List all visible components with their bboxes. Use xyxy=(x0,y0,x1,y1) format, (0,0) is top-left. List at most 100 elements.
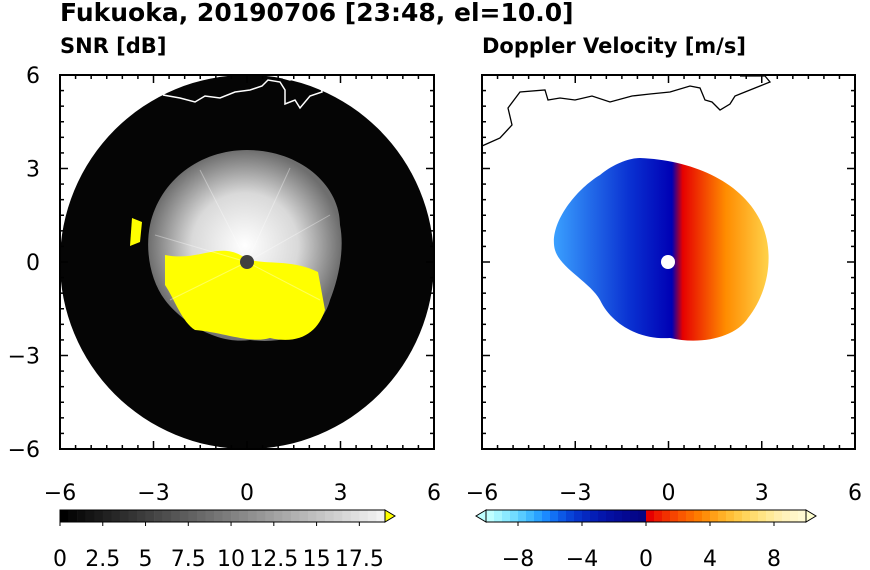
velocity-colorbar-cell xyxy=(502,510,511,522)
snr-radar-site xyxy=(240,255,254,269)
snr-colorbar-cell xyxy=(128,510,138,522)
snr-colorbar-cell xyxy=(213,510,223,522)
snr-colorbar-tick-label: 2.5 xyxy=(85,547,120,570)
snr-colorbar-cell xyxy=(111,510,121,522)
velocity-colorbar-cell xyxy=(726,510,735,522)
snr-x-tick-label: 6 xyxy=(427,481,441,506)
snr-colorbar-tick-label: 12.5 xyxy=(249,547,298,570)
velocity-colorbar-tick-label: −8 xyxy=(502,547,534,570)
snr-colorbar-cell xyxy=(367,510,377,522)
snr-colorbar-cell xyxy=(333,510,343,522)
velocity-colorbar-cell xyxy=(622,510,631,522)
velocity-colorbar-cell xyxy=(526,510,535,522)
snr-y-tick-label: −6 xyxy=(8,438,40,463)
velocity-colorbar-tick-label: −4 xyxy=(566,547,598,570)
velocity-colorbar-labels: −8 −4 0 4 8 xyxy=(502,547,781,570)
velocity-colorbar-cell xyxy=(550,510,559,522)
snr-colorbar-cell xyxy=(299,510,309,522)
velocity-colorbar-cell xyxy=(750,510,759,522)
snr-colorbar-cell xyxy=(350,510,360,522)
snr-colorbar-tick-label: 10 xyxy=(217,547,245,570)
velocity-colorbar-cell xyxy=(558,510,567,522)
snr-axis-ticks xyxy=(59,74,435,450)
snr-colorbar-cell xyxy=(77,510,86,522)
velocity-colorbar-extend-min xyxy=(475,509,487,523)
velocity-colorbar-cell xyxy=(494,510,503,522)
snr-colorbar-cell xyxy=(94,510,104,522)
doppler-panel: −6 −3 0 3 6 xyxy=(466,74,862,506)
doppler-x-tick-label: 6 xyxy=(848,481,862,506)
snr-colorbar-cell xyxy=(102,510,112,522)
velocity-colorbar-cell xyxy=(646,510,655,522)
velocity-colorbar xyxy=(475,509,817,526)
snr-colorbar-cell xyxy=(136,510,146,522)
snr-colorbar-cell xyxy=(282,510,292,522)
velocity-colorbar-cell xyxy=(662,510,671,522)
snr-y-tick-label: 6 xyxy=(26,64,40,89)
snr-colorbar-cell xyxy=(196,510,206,522)
velocity-colorbar-cell xyxy=(566,510,575,522)
snr-radial-streaks xyxy=(154,167,331,301)
snr-axis-labels: −6 −3 0 3 6 −6 −3 0 3 6 xyxy=(8,64,441,506)
velocity-colorbar-cell xyxy=(742,510,751,522)
snr-colorbar-cell xyxy=(145,510,155,522)
velocity-colorbar-cell xyxy=(654,510,663,522)
snr-x-tick-label: −6 xyxy=(44,481,76,506)
velocity-colorbar-cell xyxy=(798,510,807,522)
snr-y-tick-label: −3 xyxy=(8,345,40,370)
snr-colorbar-tick-label: 17.5 xyxy=(335,547,384,570)
snr-colorbar-cell xyxy=(316,510,326,522)
velocity-colorbar-cell xyxy=(598,510,607,522)
snr-colorbar-cell xyxy=(342,510,352,522)
snr-coastline xyxy=(162,75,323,110)
snr-panel-title: SNR [dB] xyxy=(60,34,167,58)
snr-colorbar-extend-max xyxy=(384,509,396,523)
snr-colorbar-cell xyxy=(325,510,334,522)
snr-colorbar-cell xyxy=(290,510,300,522)
velocity-colorbar-tick-label: 8 xyxy=(767,547,781,570)
snr-colorbar-cell xyxy=(119,510,129,522)
doppler-panel-title: Doppler Velocity [m/s] xyxy=(482,34,746,58)
doppler-axis-ticks xyxy=(481,74,856,450)
velocity-colorbar-cell xyxy=(694,510,703,522)
snr-colorbar xyxy=(59,509,396,526)
doppler-x-tick-label: −6 xyxy=(466,481,498,506)
velocity-colorbar-cell xyxy=(766,510,775,522)
doppler-radar-site xyxy=(661,255,675,269)
snr-colorbar-cell xyxy=(239,510,249,522)
snr-colorbar-tick-label: 5 xyxy=(139,547,153,570)
snr-panel: −6 −3 0 3 6 −6 −3 0 3 6 xyxy=(8,64,441,506)
velocity-colorbar-tick-label: 0 xyxy=(639,547,653,570)
snr-colorbar-cell xyxy=(188,510,198,522)
snr-colorbar-cell xyxy=(205,510,215,522)
snr-y-tick-label: 0 xyxy=(26,251,40,276)
snr-colorbar-cell xyxy=(308,510,317,522)
snr-x-tick-label: 0 xyxy=(240,481,254,506)
velocity-colorbar-cell xyxy=(782,510,791,522)
snr-colorbar-cell xyxy=(376,510,386,522)
snr-colorbar-cell xyxy=(68,510,78,522)
snr-x-tick-label: 3 xyxy=(334,481,348,506)
snr-colorbar-cell xyxy=(265,510,275,522)
snr-colorbar-cell xyxy=(359,510,369,522)
velocity-colorbar-cell xyxy=(758,510,767,522)
figure-title: Fukuoka, 20190706 [23:48, el=10.0] xyxy=(60,0,574,27)
velocity-colorbar-cell xyxy=(606,510,615,522)
velocity-colorbar-cell xyxy=(734,510,743,522)
snr-colorbar-tick-label: 15 xyxy=(303,547,331,570)
snr-colorbar-tick-label: 7.5 xyxy=(171,547,206,570)
velocity-colorbar-cell xyxy=(790,510,799,522)
snr-colorbar-cell xyxy=(85,510,95,522)
velocity-colorbar-cell xyxy=(702,510,711,522)
snr-colorbar-cell xyxy=(162,510,172,522)
snr-saturated-region xyxy=(165,250,325,340)
snr-x-tick-label: −3 xyxy=(137,481,169,506)
snr-colorbar-cell xyxy=(222,510,232,522)
doppler-x-tick-label: −3 xyxy=(559,481,591,506)
snr-saturated-fringe xyxy=(130,218,142,246)
snr-colorbar-cell xyxy=(171,510,181,522)
doppler-echo-region xyxy=(553,158,769,341)
snr-colorbar-cell xyxy=(256,510,266,522)
snr-colorbar-cell xyxy=(248,510,258,522)
doppler-coastline xyxy=(482,75,772,147)
